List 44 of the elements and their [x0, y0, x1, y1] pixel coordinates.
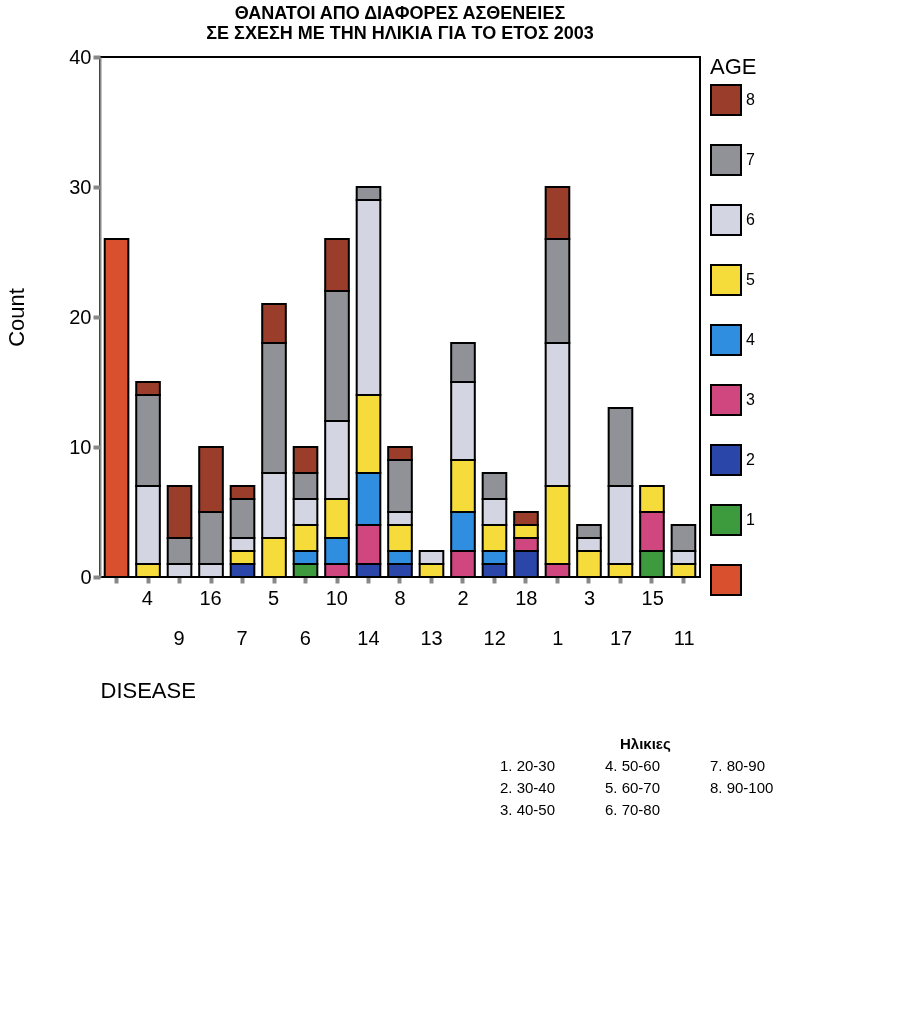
legend-label: 2 [746, 451, 755, 468]
y-tick-label: 0 [80, 565, 92, 588]
y-tick-label: 30 [69, 175, 92, 198]
x-tick-label: 10 [325, 587, 348, 609]
legend-label: 5 [746, 271, 755, 288]
x-tick-label: 14 [357, 627, 380, 649]
x-tick-label: 9 [173, 627, 185, 649]
text: 1. 20-30 [500, 757, 556, 774]
text: 3. 40-50 [500, 801, 556, 818]
legend-title: AGE [710, 54, 757, 79]
x-tick-label: 18 [515, 587, 538, 609]
x-tick-label: 13 [420, 627, 443, 649]
x-axis-title: DISEASE [100, 677, 196, 703]
x-tick-label: 8 [394, 587, 406, 609]
legend-label: 8 [746, 91, 755, 108]
legend-label: 1 [746, 511, 755, 528]
x-tick-label: 15 [641, 587, 664, 609]
legend-label: 3 [746, 391, 755, 408]
text: 7. 80-90 [710, 757, 766, 774]
x-tick-label: 2 [457, 587, 469, 609]
x-tick-label: 16 [199, 587, 222, 609]
text: 8. 90-100 [710, 779, 774, 796]
x-tick-label: 1 [552, 627, 564, 649]
y-axis-title: Count [4, 288, 30, 347]
y-tick-label: 10 [69, 435, 92, 458]
legend-label: 7 [746, 151, 755, 168]
x-tick-label: 11 [673, 627, 695, 649]
x-tick-label: 4 [141, 587, 153, 609]
legend-label: 6 [746, 211, 755, 228]
y-tick-label: 40 [69, 45, 92, 68]
text: 2. 30-40 [500, 779, 556, 796]
legend-label: 4 [746, 331, 755, 348]
x-tick-label: 5 [268, 587, 280, 609]
text: 5. 60-70 [605, 779, 661, 796]
x-tick-label: 17 [609, 627, 633, 649]
x-tick-label: 3 [583, 587, 596, 609]
text: 4. 50-60 [605, 757, 661, 774]
x-tick-label: 7 [236, 627, 248, 649]
chart-title: ΘΑΝΑΤΟΙ ΑΠΟ ΔΙΑΦΟΡΕΣ ΑΣΘΕΝΕΙΕΣ ΣΕ ΣΧΕΣΗ ΜΕ ΤΗΝ ΗΛΙΚΙΑ ΓΙΑ ΤΟ ΕΤΟΣ 2003 [206, 3, 594, 43]
text: Ηλικιες [620, 735, 671, 752]
y-tick-label: 20 [69, 305, 92, 328]
x-tick-label: 12 [483, 627, 506, 649]
text: 6. 70-80 [605, 801, 661, 818]
x-tick-label: 6 [299, 627, 311, 649]
